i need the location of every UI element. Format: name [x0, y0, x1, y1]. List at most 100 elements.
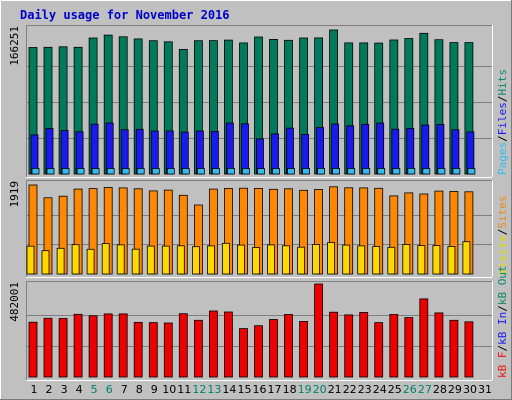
legend-bottom: kB F/kB In/kB Out: [496, 265, 509, 378]
bar-kb-f-day-5: [88, 315, 98, 378]
bar-visits-day-24: [372, 246, 381, 275]
bar-files-day-6: [105, 122, 114, 175]
bar-files-day-26: [406, 127, 415, 175]
legend-entry: /: [496, 345, 509, 352]
bar-kb-f-day-28: [434, 312, 444, 378]
bar-kb-f-day-1: [28, 321, 38, 378]
bar-visits-day-20: [312, 244, 321, 275]
x-tick-label: 14: [222, 383, 236, 396]
x-tick-label: 2: [46, 383, 53, 396]
panel-top: 166251 Pages/Files/Hits: [8, 25, 509, 178]
bar-pages-day-16: [257, 168, 265, 175]
bar-pages-day-28: [437, 168, 446, 175]
bar-visits-day-25: [387, 246, 396, 275]
bar-files-day-14: [225, 122, 234, 175]
series-pages: [31, 167, 476, 175]
panel-middle: 1919 Visits/Sites: [8, 180, 509, 278]
bar-files-day-23: [361, 123, 370, 175]
x-tick-label: 26: [403, 383, 417, 396]
bar-files-day-10: [165, 130, 174, 175]
x-tick-label: 8: [136, 383, 143, 396]
x-tick-label: 27: [418, 383, 432, 396]
bar-kb-f-day-25: [389, 314, 399, 378]
bar-kb-f-day-29: [449, 319, 459, 378]
bar-kb-f-day-17: [269, 319, 278, 378]
bar-pages-day-24: [377, 168, 386, 175]
x-tick-label: 6: [106, 383, 113, 396]
bar-visits-day-17: [267, 244, 275, 275]
x-tick-label: 12: [192, 383, 206, 396]
legend-top: Pages/Files/Hits: [496, 69, 509, 175]
bar-pages-day-4: [76, 168, 85, 175]
legend-entry: Pages: [496, 142, 509, 175]
bar-files-day-22: [346, 125, 355, 175]
x-tick-label: 23: [358, 383, 372, 396]
bar-visits-day-26: [402, 244, 411, 275]
bar-files-day-19: [301, 133, 310, 175]
bar-pages-day-21: [332, 168, 341, 175]
x-tick-label: 10: [162, 383, 176, 396]
legend-entry: Visits: [496, 235, 509, 275]
bar-visits-day-12: [191, 246, 200, 275]
chart-title: Daily usage for November 2016: [20, 8, 230, 22]
bar-visits-day-30: [462, 241, 471, 275]
bar-pages-day-13: [211, 168, 220, 175]
x-tick-label: 18: [283, 383, 297, 396]
bar-pages-day-5: [91, 168, 100, 175]
bar-files-day-20: [316, 127, 325, 175]
bar-files-day-8: [135, 128, 144, 175]
bar-pages-day-15: [242, 168, 250, 175]
x-tick-label: 19: [298, 383, 312, 396]
legend-entry: /: [496, 229, 509, 236]
bar-kb-f-day-15: [239, 328, 248, 378]
bar-kb-f-day-10: [163, 322, 173, 378]
bar-files-day-30: [466, 131, 475, 175]
bar-visits-day-29: [447, 245, 456, 275]
bar-visits-day-11: [176, 245, 185, 275]
bar-kb-f-day-4: [73, 313, 83, 378]
bar-pages-day-2: [46, 168, 55, 175]
bar-kb-f-day-2: [43, 317, 53, 378]
bar-kb-f-day-14: [223, 311, 233, 378]
y-max-label: 166251: [8, 26, 21, 66]
bar-visits-day-6: [101, 243, 110, 275]
series-files: [30, 122, 475, 175]
bar-files-day-18: [286, 127, 294, 175]
bar-files-day-5: [90, 123, 99, 175]
x-tick-label: 17: [268, 383, 282, 396]
bar-files-day-9: [150, 130, 159, 175]
bar-files-day-4: [75, 131, 84, 175]
panel-bottom: 482001 kB F/kB In/kB Out: [8, 265, 509, 381]
bar-pages-day-27: [422, 168, 431, 175]
x-tick-label: 21: [328, 383, 342, 396]
bar-kb-f-day-22: [344, 314, 354, 378]
bar-pages-day-25: [392, 168, 401, 175]
bar-pages-day-30: [467, 168, 476, 175]
series-hits: [28, 29, 474, 175]
bar-pages-day-26: [407, 167, 416, 175]
bar-kb-f-day-21: [329, 311, 339, 378]
bar-files-day-28: [436, 124, 445, 175]
bar-kb-f-day-13: [208, 310, 218, 378]
bar-files-day-13: [210, 130, 219, 175]
x-tick-label: 22: [343, 383, 357, 396]
bar-kb-f-day-8: [133, 321, 143, 378]
bar-pages-day-14: [226, 167, 235, 175]
bar-kb-f-day-19: [299, 320, 309, 378]
x-tick-label: 5: [91, 383, 98, 396]
bar-files-day-3: [60, 129, 69, 175]
x-tick-label: 15: [238, 383, 252, 396]
bar-visits-day-16: [252, 247, 260, 275]
legend-entry: /: [496, 305, 509, 312]
bar-pages-day-11: [181, 168, 190, 175]
legend-entry: Hits: [496, 69, 509, 96]
bar-visits-day-13: [206, 245, 215, 275]
bar-kb-f-day-23: [359, 311, 369, 378]
bar-kb-f-day-6: [103, 313, 113, 378]
bar-visits-day-9: [146, 245, 155, 275]
bar-visits-day-3: [56, 247, 65, 275]
x-tick-label: 24: [373, 383, 387, 396]
bar-pages-day-3: [61, 168, 70, 175]
y-max-label: 482001: [8, 282, 21, 322]
